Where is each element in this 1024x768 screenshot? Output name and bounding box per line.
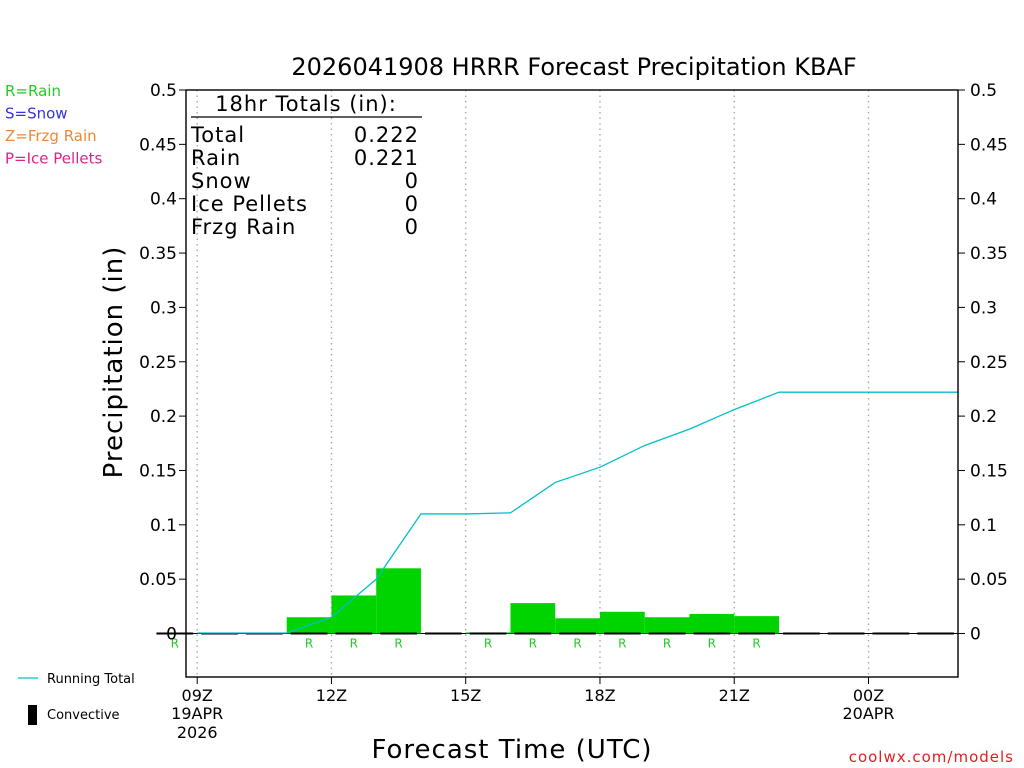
- ptype-legend-entry: P=Ice Pellets: [5, 150, 102, 168]
- totals-row-value: 0: [405, 192, 419, 216]
- x-tick-label: 12Z: [316, 686, 347, 705]
- ptype-legend: R=Rain S=Snow Z=Frzg Rain P=Ice Pellets: [5, 82, 102, 168]
- precip-bar: [376, 568, 421, 634]
- x-axis-label: Forecast Time (UTC): [371, 735, 652, 765]
- y-tick-label-left: 0.3: [150, 298, 177, 318]
- ptype-label: R: [394, 637, 402, 651]
- precip-bar: [689, 613, 735, 634]
- y-tick-label-left: 0.4: [150, 190, 177, 210]
- totals-heading: 18hr Totals (in):: [215, 92, 397, 116]
- x-tick-date: 20APR: [842, 704, 894, 723]
- y-tick-label-left: 0.15: [139, 461, 177, 481]
- ptype-label: R: [484, 637, 492, 651]
- ptype-label: R: [618, 637, 626, 651]
- y-tick-label-right: 0.15: [970, 461, 1008, 481]
- y-tick-label-right: 0.35: [970, 244, 1008, 264]
- vertical-gridlines: [196, 90, 870, 677]
- y-tick-label-left: 0.2: [150, 407, 177, 427]
- ptype-label: R: [663, 637, 671, 651]
- precip-bars: [156, 568, 954, 635]
- y-tick-label-right: 0.1: [970, 516, 997, 536]
- x-tick-label: 09Z: [182, 686, 213, 705]
- y-tick-label-right: 0: [970, 625, 981, 645]
- totals-row-label: Rain: [191, 146, 241, 170]
- ptype-label: R: [171, 637, 179, 651]
- precip-bar: [599, 611, 645, 634]
- y-axis-left: 0 0.05 0.1 0.15 0.2 0.25 0.3 0.35 0.4 0.45 0.5: [139, 81, 186, 645]
- ptype-label: R: [350, 637, 358, 651]
- y-tick-label-left: 0.35: [139, 244, 177, 264]
- y-tick-label-right: 0.45: [970, 135, 1008, 155]
- y-tick-label-left: 0.5: [150, 81, 177, 101]
- totals-row-value: 0: [405, 169, 419, 193]
- x-tick-year: 2026: [177, 723, 218, 742]
- precip-bar: [644, 617, 690, 634]
- y-tick-label-right: 0.3: [970, 298, 997, 318]
- y-tick-label-left: 0.1: [150, 516, 177, 536]
- y-tick-label-right: 0.5: [970, 81, 997, 101]
- y-axis-right: 0 0.05 0.1 0.15 0.2 0.25 0.3 0.35 0.4 0.45 0.5: [958, 81, 1008, 645]
- y-tick-label-right: 0.25: [970, 353, 1008, 373]
- precip-bar: [555, 618, 600, 634]
- ptype-legend-entry: Z=Frzg Rain: [5, 127, 97, 145]
- key-convective-swatch: [28, 705, 37, 725]
- ptype-label: R: [708, 637, 716, 651]
- key-legend: Running Total Convective: [18, 672, 135, 725]
- key-label: Convective: [47, 708, 120, 723]
- ptype-legend-entry: S=Snow: [5, 105, 68, 123]
- ptype-label: R: [529, 637, 537, 651]
- running-total-line: [197, 391, 958, 634]
- precip-bar: [734, 616, 779, 634]
- y-axis-label: Precipitation (in): [99, 246, 129, 479]
- ptype-legend-entry: R=Rain: [5, 82, 61, 100]
- x-tick-label: 15Z: [450, 686, 481, 705]
- totals-row-label: Snow: [191, 169, 252, 193]
- totals-row-value: 0.221: [354, 146, 419, 170]
- precip-bar: [510, 603, 556, 634]
- credit-text: coolwx.com/models: [849, 748, 1014, 766]
- x-tick-label: 18Z: [584, 686, 615, 705]
- totals-row-label: Total: [190, 123, 245, 147]
- y-tick-label-left: 0.05: [139, 570, 177, 590]
- totals-box: 18hr Totals (in): Total 0.222 Rain 0.221 Sno…: [190, 92, 422, 239]
- key-label: Running Total: [47, 672, 135, 687]
- y-tick-label-right: 0.2: [970, 407, 997, 427]
- y-tick-label-right: 0.05: [970, 570, 1008, 590]
- totals-row-label: Ice Pellets: [191, 192, 308, 216]
- y-tick-label-right: 0.4: [970, 190, 997, 210]
- totals-row-value: 0.222: [354, 123, 419, 147]
- totals-row-value: 0: [405, 215, 419, 239]
- ptype-label: R: [573, 637, 581, 651]
- y-tick-label-left: 0.45: [139, 135, 177, 155]
- precip-bar: [331, 595, 377, 634]
- x-tick-date: 19APR: [171, 704, 223, 723]
- plot-frame: [185, 89, 959, 678]
- ptype-label: R: [752, 637, 760, 651]
- x-tick-label: 21Z: [719, 686, 750, 705]
- x-tick-label: 00Z: [853, 686, 884, 705]
- ptype-label: R: [305, 637, 313, 651]
- y-tick-label-left: 0: [166, 625, 177, 645]
- totals-row-label: Frzg Rain: [191, 215, 296, 239]
- y-tick-label-left: 0.25: [139, 353, 177, 373]
- chart-title: 2026041908 HRRR Forecast Precipitation K…: [291, 53, 856, 81]
